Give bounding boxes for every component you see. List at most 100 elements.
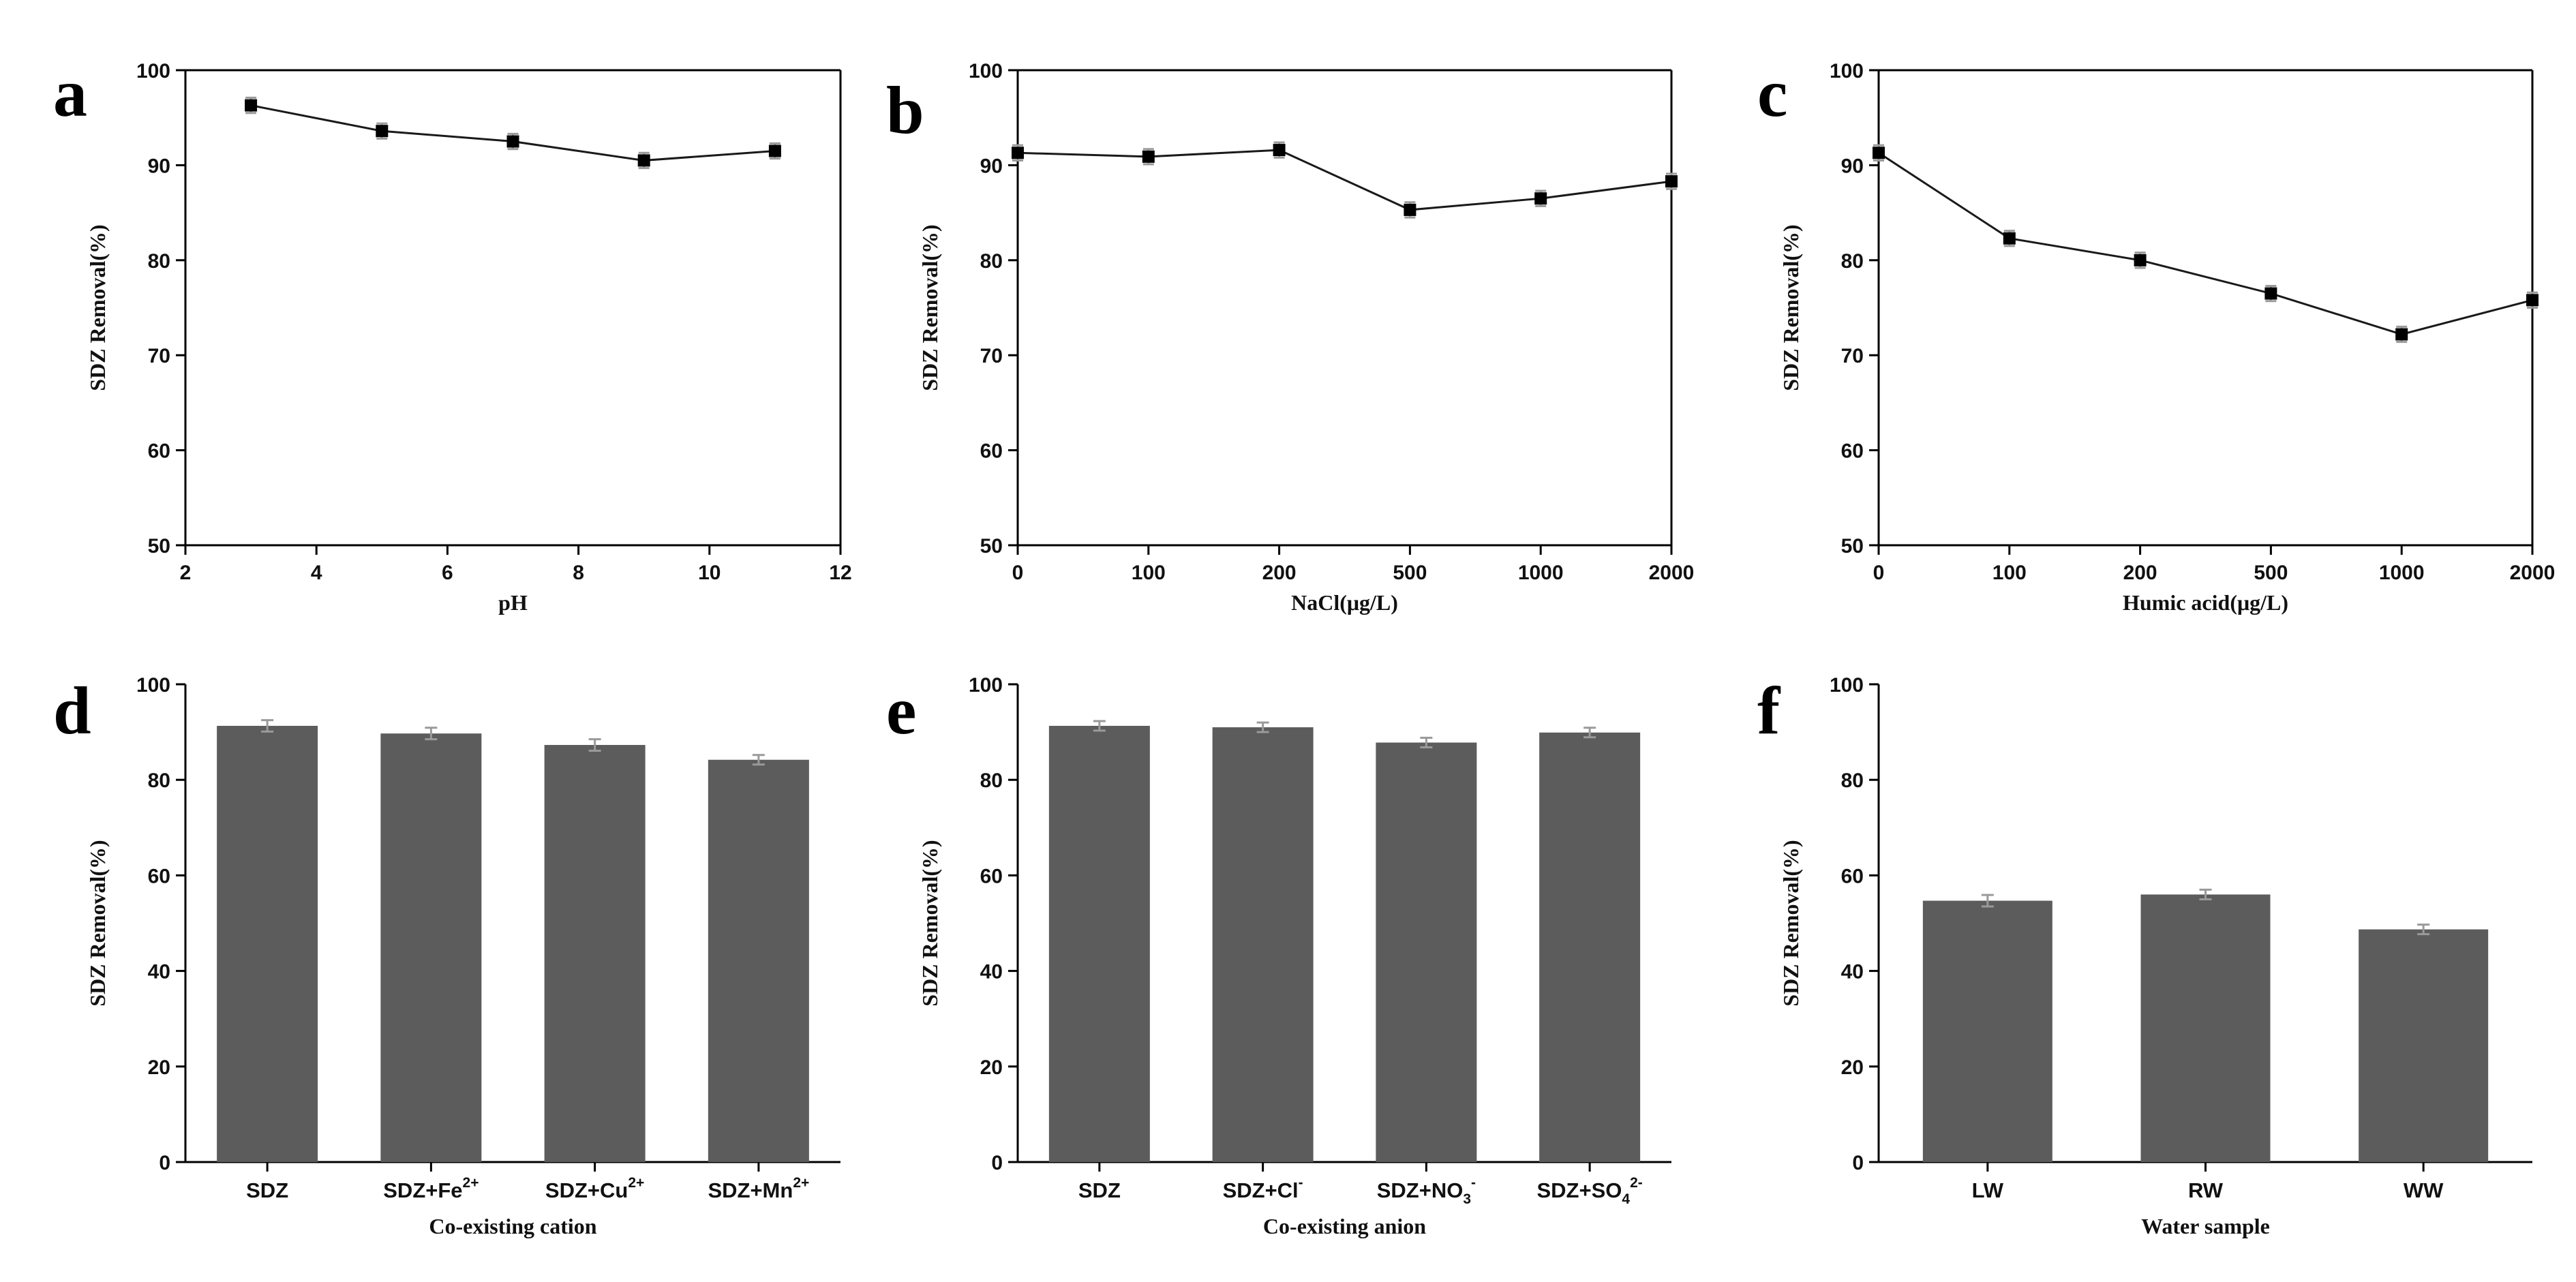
panel-e: e 0 20 40 60 80 100 SDZ Removal(%) Co-existing a…: [886, 673, 1671, 1238]
y-axis-title: SDZ Removal(%): [918, 224, 942, 391]
y-tick-label: 100: [969, 674, 1003, 697]
y-tick-label: 60: [1841, 440, 1864, 463]
x-tick-label: 10: [698, 562, 721, 584]
label-base: WW: [2404, 1178, 2444, 1202]
data-point: [1665, 175, 1678, 188]
y-tick-label: 90: [980, 155, 1003, 177]
x-tick-label: 0: [1012, 562, 1024, 584]
label-base: SDZ+NO: [1377, 1178, 1464, 1202]
y-tick-label: 80: [1841, 769, 1864, 792]
y-tick-label: 100: [1830, 60, 1864, 82]
data-point: [2526, 294, 2539, 307]
data-point: [1142, 150, 1155, 163]
label-superscript: 2+: [628, 1175, 644, 1191]
y-axis-title: SDZ Removal(%): [85, 224, 110, 391]
y-tick-label: 100: [136, 674, 170, 697]
panel-letter-a: a: [53, 55, 87, 131]
data-point: [1012, 147, 1024, 159]
label-superscript: 2-: [1630, 1175, 1643, 1191]
bar: [1922, 900, 2052, 1162]
label-base: SDZ: [246, 1178, 288, 1202]
panel-letter-b: b: [886, 72, 924, 148]
y-tick-label: 80: [980, 250, 1003, 273]
x-tick-label: 200: [1262, 562, 1297, 584]
y-tick-label: 80: [980, 769, 1003, 792]
data-point: [1873, 147, 1885, 159]
label-base: SDZ+Cl: [1223, 1178, 1299, 1202]
y-tick-label: 70: [1841, 345, 1864, 367]
bar: [2140, 894, 2271, 1162]
x-axis-title: pH: [498, 590, 528, 615]
x-tick-label: SDZ: [246, 1178, 288, 1202]
y-tick-label: 70: [148, 345, 170, 367]
y-tick-label: 90: [1841, 155, 1864, 177]
x-axis-title: NaCl(μg/L): [1291, 590, 1398, 615]
x-axis-title: Humic acid(μg/L): [2123, 590, 2288, 615]
label-base: LW: [1972, 1178, 2004, 1202]
y-tick-label: 100: [136, 60, 170, 82]
x-tick-label: 12: [829, 562, 851, 584]
y-tick-label: 80: [148, 769, 170, 792]
y-tick-label: 100: [1830, 674, 1864, 697]
y-tick-label: 50: [1841, 535, 1864, 558]
panel-f: f 0 20 40 60 80 100 SDZ Removal(%) Water sample L…: [1757, 673, 2532, 1238]
y-tick-label: 40: [1841, 961, 1864, 983]
x-tick-label: LW: [1972, 1178, 2004, 1202]
x-tick-label: SDZ+Cl-: [1223, 1175, 1303, 1202]
y-tick-label: 20: [1841, 1056, 1864, 1079]
data-point: [637, 154, 650, 167]
data-point: [2395, 328, 2408, 341]
y-axis-title: SDZ Removal(%): [1778, 840, 1803, 1006]
panel-c: c 50 60 70 80 90 100 SDZ Removal(%) Humic acid(μ…: [1757, 55, 2555, 615]
x-tick-label: 1000: [1518, 562, 1564, 584]
y-tick-label: 60: [1841, 865, 1864, 887]
x-axis-title: Co-existing cation: [429, 1214, 596, 1238]
x-tick-label: WW: [2404, 1178, 2444, 1202]
bar: [1539, 732, 1641, 1162]
panel-b: b 50 60 70 80 90 100 SDZ Removal(%) NaCl(μg/L) 0 1…: [886, 60, 1694, 615]
label-base: SDZ+Cu: [545, 1178, 628, 1202]
y-tick-label: 0: [991, 1152, 1003, 1174]
x-tick-label: SDZ+NO3-: [1377, 1175, 1476, 1207]
bar: [1376, 742, 1477, 1162]
data-point: [1273, 144, 1286, 157]
x-tick-label: SDZ+SO42-: [1536, 1175, 1642, 1207]
bar: [217, 725, 318, 1162]
series-line: [1017, 149, 1672, 211]
bar: [708, 759, 809, 1162]
bar: [544, 745, 646, 1162]
y-axis-title: SDZ Removal(%): [918, 840, 942, 1006]
x-tick-label: 6: [442, 562, 453, 584]
label-base: SDZ: [1078, 1178, 1121, 1202]
bar: [1048, 725, 1150, 1162]
panel-letter-d: d: [53, 673, 91, 748]
y-tick-label: 70: [980, 345, 1003, 367]
y-tick-label: 0: [1852, 1152, 1864, 1174]
y-tick-label: 60: [980, 440, 1003, 463]
label-superscript: 2+: [463, 1175, 479, 1191]
y-tick-label: 60: [148, 865, 170, 887]
x-tick-label: 500: [2254, 562, 2288, 584]
x-tick-label: SDZ+Mn2+: [708, 1175, 809, 1202]
x-tick-label: 500: [1393, 562, 1427, 584]
y-tick-label: 90: [148, 155, 170, 177]
x-tick-label: SDZ+Cu2+: [545, 1175, 644, 1202]
y-tick-label: 20: [980, 1056, 1003, 1079]
y-tick-label: 40: [148, 961, 170, 983]
y-tick-label: 80: [1841, 250, 1864, 273]
data-point: [2003, 232, 2016, 245]
y-tick-label: 50: [980, 535, 1003, 558]
panel-letter-e: e: [886, 673, 916, 748]
x-tick-label: 100: [1132, 562, 1166, 584]
x-tick-label: 1000: [2379, 562, 2425, 584]
label-base: SDZ+SO: [1536, 1178, 1622, 1202]
y-axis-title: SDZ Removal(%): [85, 840, 110, 1006]
data-point: [245, 99, 258, 112]
x-tick-label: SDZ+Fe2+: [383, 1175, 479, 1202]
y-tick-label: 100: [969, 60, 1003, 82]
x-tick-label: 200: [2123, 562, 2157, 584]
y-tick-label: 60: [148, 440, 170, 463]
y-tick-label: 60: [980, 865, 1003, 887]
bar: [2359, 929, 2489, 1162]
